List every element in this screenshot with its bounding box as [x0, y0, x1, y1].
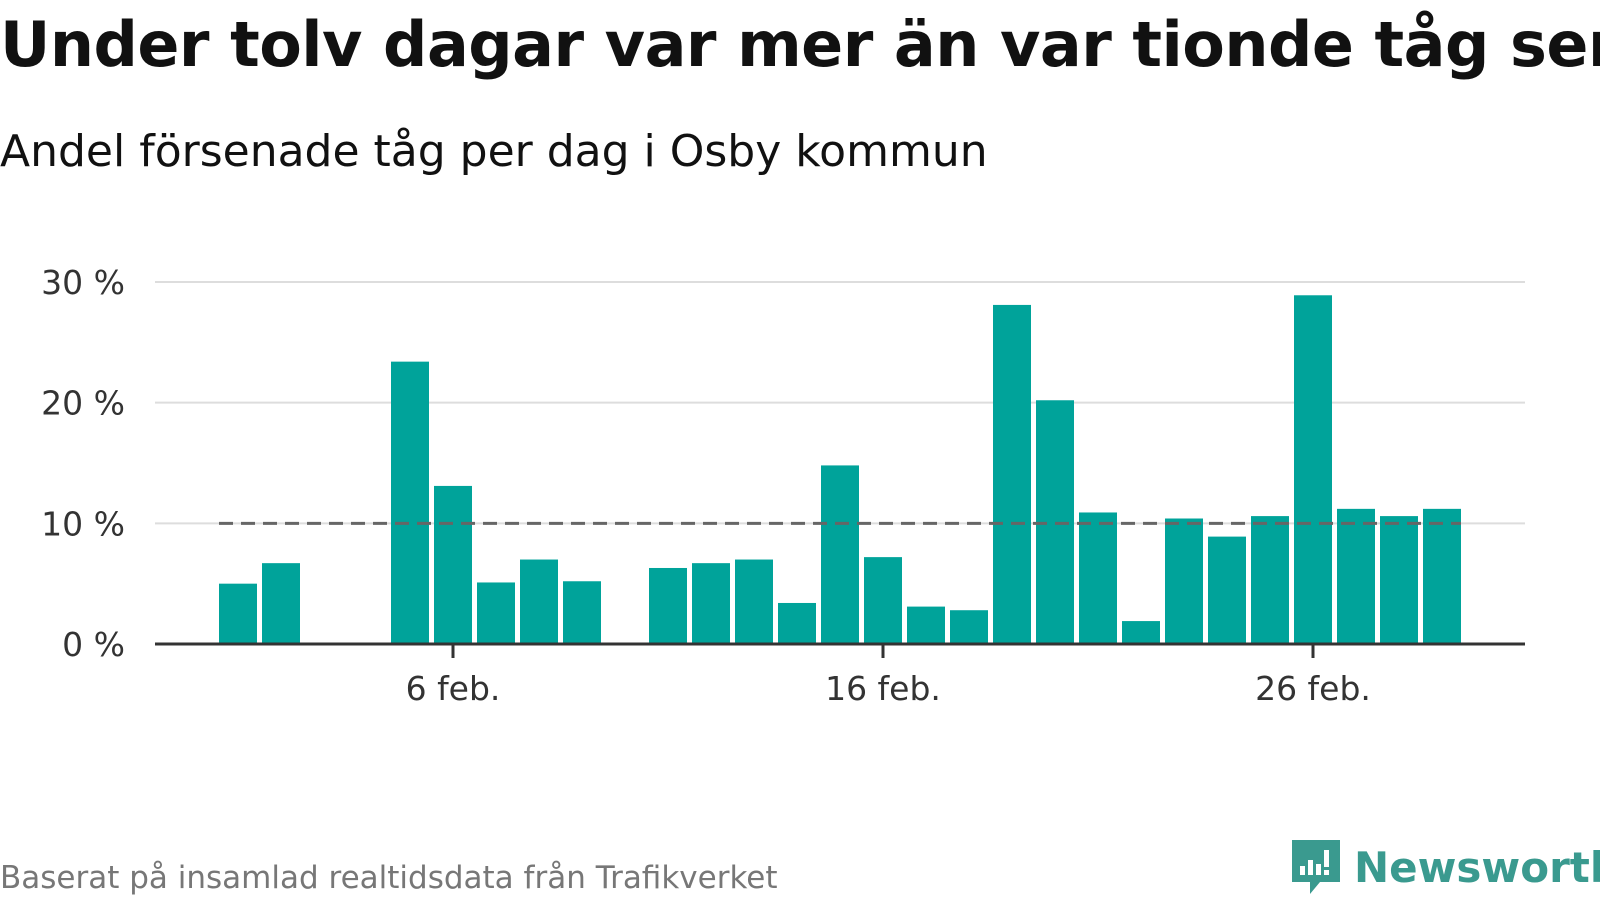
axes: [155, 642, 1525, 658]
bar: [520, 559, 558, 644]
tick-labels: 0 % 10 % 20 % 30 % 6 feb. 16 feb. 26 feb.: [41, 263, 1371, 708]
bar: [993, 304, 1031, 644]
bars: [219, 295, 1461, 644]
bar: [1380, 516, 1418, 644]
bar: [1423, 508, 1461, 644]
bar: [391, 361, 429, 644]
bar: [563, 581, 601, 644]
x-tick-label: 6 feb.: [406, 669, 501, 708]
brand-name: Newsworthy: [1354, 842, 1600, 892]
bar: [1165, 518, 1203, 644]
bar: [1337, 508, 1375, 644]
bar: [1294, 295, 1332, 644]
bar: [1251, 516, 1289, 644]
brand-logo: Newsworthy: [1290, 838, 1600, 896]
chart-title: Under tolv dagar var mer än var tionde t…: [0, 8, 1600, 81]
bar: [821, 465, 859, 644]
chart-subtitle: Andel försenade tåg per dag i Osby kommu…: [0, 126, 988, 177]
bar: [1122, 621, 1160, 644]
bar: [649, 567, 687, 644]
bar: [907, 606, 945, 644]
x-tick-label: 26 feb.: [1255, 669, 1371, 708]
bar: [262, 563, 300, 644]
bar: [950, 610, 988, 644]
y-tick-label: 10 %: [41, 504, 125, 543]
y-tick-label: 0 %: [62, 625, 125, 664]
bar: [864, 557, 902, 644]
bar: [778, 602, 816, 644]
bar: [1079, 512, 1117, 644]
bar: [219, 583, 257, 644]
bar: [692, 563, 730, 644]
y-tick-label: 20 %: [41, 384, 125, 423]
source-note: Baserat på insamlad realtidsdata från Tr…: [0, 860, 778, 896]
bar: [477, 582, 515, 644]
newsworthy-logo-icon: [1292, 840, 1340, 894]
x-tick-label: 16 feb.: [825, 669, 941, 708]
bar: [735, 559, 773, 644]
y-tick-label: 30 %: [41, 263, 125, 302]
bar-chart: 0 % 10 % 20 % 30 % 6 feb. 16 feb. 26 feb.: [41, 263, 1525, 708]
bar: [434, 485, 472, 644]
bar: [1208, 536, 1246, 644]
